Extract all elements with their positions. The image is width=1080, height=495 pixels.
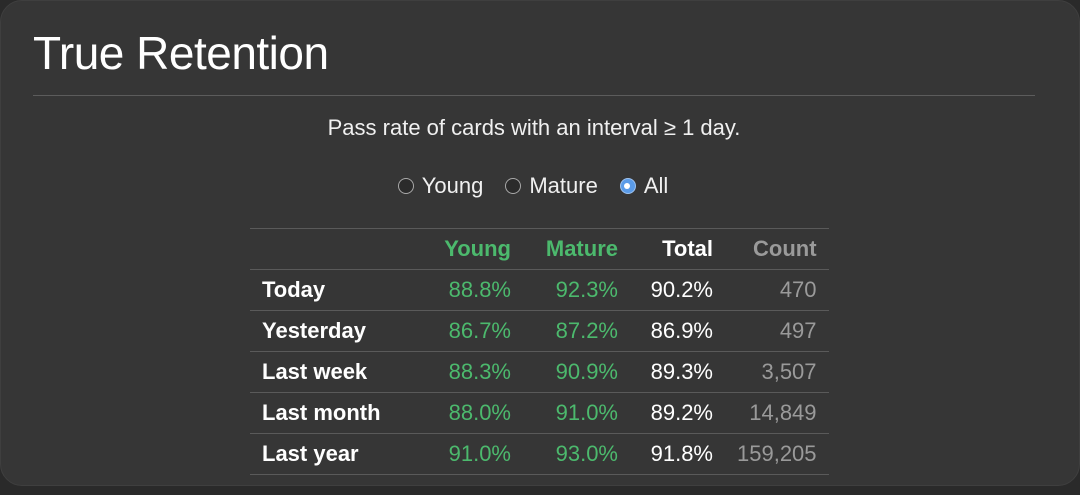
- table-row: Yesterday 86.7% 87.2% 86.9% 497: [250, 310, 829, 352]
- mature-cell: 91.0%: [523, 392, 630, 434]
- retention-filter-group: Young Mature All: [1, 171, 1065, 201]
- table-header-row: Young Mature Total Count: [250, 228, 829, 270]
- mature-cell: 93.0%: [523, 433, 630, 475]
- row-label: Today: [250, 269, 417, 311]
- table-row: Last month 88.0% 91.0% 89.2% 14,849: [250, 392, 829, 434]
- radio-young-icon[interactable]: [397, 178, 414, 194]
- row-label: Last month: [250, 392, 417, 434]
- count-cell: 3,507: [725, 351, 829, 393]
- header-young: Young: [417, 228, 523, 270]
- count-cell: 470: [725, 269, 829, 311]
- row-label: Yesterday: [250, 310, 417, 352]
- filter-all-option[interactable]: All: [619, 171, 669, 201]
- count-cell: 14,849: [725, 392, 829, 434]
- header-count: Count: [725, 228, 829, 270]
- retention-description: Pass rate of cards with an interval ≥ 1 …: [327, 115, 741, 140]
- filter-young-option[interactable]: Young: [397, 171, 484, 201]
- young-cell: 88.3%: [417, 351, 523, 393]
- radio-mature-icon[interactable]: [505, 178, 522, 194]
- total-cell: 91.8%: [630, 433, 725, 475]
- total-cell: 90.2%: [630, 269, 725, 311]
- header-mature: Mature: [523, 228, 630, 270]
- radio-all-checked-icon[interactable]: [619, 178, 636, 194]
- total-cell: 89.3%: [630, 351, 725, 393]
- title-divider: [33, 95, 1035, 96]
- header-period: [250, 228, 417, 270]
- filter-mature-label: Mature: [529, 173, 598, 198]
- retention-table: Young Mature Total Count Today 88.8% 92.…: [250, 228, 829, 475]
- row-label: Last year: [250, 433, 417, 475]
- mature-cell: 87.2%: [523, 310, 630, 352]
- filter-mature-option[interactable]: Mature: [505, 171, 598, 201]
- table-row: Last year 91.0% 93.0% 91.8% 159,205: [250, 433, 829, 475]
- header-total: Total: [630, 228, 725, 270]
- total-cell: 89.2%: [630, 392, 725, 434]
- young-cell: 88.8%: [417, 269, 523, 311]
- young-cell: 88.0%: [417, 392, 523, 434]
- young-cell: 86.7%: [417, 310, 523, 352]
- mature-cell: 92.3%: [523, 269, 630, 311]
- filter-young-label: Young: [421, 173, 484, 198]
- total-cell: 86.9%: [630, 310, 725, 352]
- filter-all-label: All: [643, 173, 669, 198]
- young-cell: 91.0%: [417, 433, 523, 475]
- count-cell: 159,205: [725, 433, 829, 475]
- mature-cell: 90.9%: [523, 351, 630, 393]
- table-row: Today 88.8% 92.3% 90.2% 470: [250, 269, 829, 311]
- page-title: True Retention: [33, 27, 329, 79]
- count-cell: 497: [725, 310, 829, 352]
- row-label: Last week: [250, 351, 417, 393]
- table-row: Last week 88.3% 90.9% 89.3% 3,507: [250, 351, 829, 393]
